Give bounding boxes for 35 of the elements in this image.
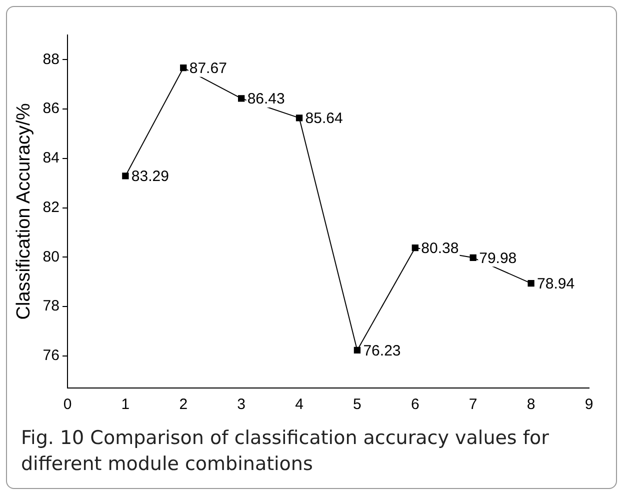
data-label: 80.38 bbox=[421, 240, 459, 257]
y-tick-label: 88 bbox=[42, 50, 60, 68]
x-tick-label: 2 bbox=[179, 396, 188, 414]
x-tick-label: 4 bbox=[295, 396, 304, 414]
point bbox=[238, 95, 245, 102]
point bbox=[296, 114, 303, 122]
x-tick-label: 0 bbox=[63, 396, 72, 414]
x-tick-label: 6 bbox=[410, 396, 420, 414]
y-tick-label: 86 bbox=[42, 100, 60, 118]
y-tick-label: 84 bbox=[42, 150, 60, 167]
point bbox=[122, 172, 129, 180]
data-label: 78.94 bbox=[537, 275, 575, 292]
data-label: 86.43 bbox=[247, 90, 285, 108]
point bbox=[412, 244, 418, 252]
x-tick-label: 7 bbox=[468, 396, 478, 414]
y-axis-title: Classification Accuracy/% bbox=[14, 103, 35, 320]
y-tick-label: 76 bbox=[42, 347, 60, 364]
y-tick-label: 80 bbox=[42, 248, 60, 266]
point bbox=[354, 346, 361, 354]
y-tick-label: 82 bbox=[42, 198, 60, 216]
data-label: 79.98 bbox=[479, 250, 517, 267]
point bbox=[180, 64, 187, 72]
data-label: 85.64 bbox=[305, 110, 343, 128]
x-tick-label: 5 bbox=[353, 396, 362, 414]
data-label: 87.67 bbox=[189, 60, 227, 77]
x-tick-label: 1 bbox=[121, 396, 130, 414]
x-tick-label: 8 bbox=[526, 396, 536, 414]
data-label: 83.29 bbox=[131, 168, 169, 186]
point bbox=[470, 254, 476, 261]
x-tick-label: 3 bbox=[237, 396, 246, 414]
data-label: 76.23 bbox=[363, 342, 401, 360]
point bbox=[528, 280, 534, 287]
y-tick-label: 78 bbox=[42, 298, 60, 315]
caption: Fig. 10 Comparison of classification accuracy values for different module combinations bbox=[21, 426, 550, 477]
x-tick-label: 9 bbox=[584, 396, 594, 414]
